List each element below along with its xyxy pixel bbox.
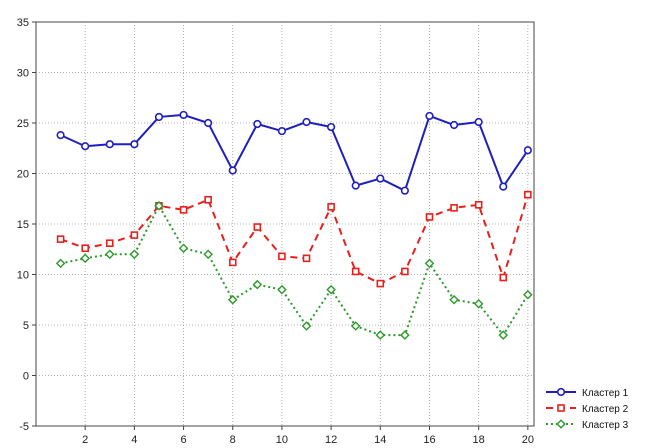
x-tick-label: 2	[82, 434, 88, 446]
data-point	[449, 120, 459, 130]
data-point	[450, 204, 458, 212]
data-point	[228, 166, 237, 175]
x-tick-label: 8	[230, 434, 236, 446]
data-point	[375, 330, 386, 340]
data-point	[253, 119, 262, 129]
legend: Кластер 1 Кластер 2 Кластер 3	[546, 387, 629, 431]
data-point	[301, 321, 312, 331]
data-point	[105, 239, 114, 247]
data-point	[473, 299, 484, 309]
data-point	[80, 253, 90, 264]
x-tick-label: 10	[276, 434, 288, 446]
data-point	[253, 223, 262, 231]
data-point	[401, 267, 409, 276]
data-point	[129, 249, 140, 260]
data-point	[499, 182, 508, 191]
x-tick-label: 18	[473, 434, 485, 446]
data-point	[154, 112, 164, 122]
data-point	[55, 258, 66, 269]
data-point	[474, 117, 483, 127]
data-point	[351, 181, 360, 190]
grid-lines	[36, 22, 534, 426]
data-point	[105, 140, 114, 149]
data-point	[178, 243, 189, 254]
x-tick-label: 14	[374, 434, 386, 446]
data-point	[523, 289, 533, 300]
data-point	[351, 267, 360, 276]
legend-item: Кластер 1	[546, 387, 629, 399]
data-point	[499, 273, 508, 282]
data-point	[523, 146, 532, 155]
data-point	[278, 252, 286, 261]
legend-item: Кластер 3	[546, 419, 629, 431]
y-tick-label: 15	[17, 219, 29, 231]
data-point	[56, 131, 65, 140]
data-point	[302, 117, 311, 127]
y-tick-label: 0	[23, 371, 29, 383]
data-point	[376, 174, 385, 183]
legend-marker	[557, 404, 565, 412]
data-point	[179, 206, 188, 214]
y-axis-ticks: -5 0 5 10 15 20 25 30 35	[17, 17, 36, 433]
data-point	[425, 213, 434, 221]
data-point	[524, 190, 532, 199]
data-point	[56, 235, 65, 243]
x-tick-label: 16	[423, 434, 435, 446]
y-tick-label: 25	[17, 118, 29, 130]
data-point	[327, 203, 335, 211]
data-point	[227, 294, 238, 305]
data-point	[228, 258, 237, 267]
data-point	[81, 142, 90, 151]
data-point	[104, 249, 115, 260]
series-cluster-2	[56, 190, 532, 288]
data-point	[130, 140, 139, 149]
y-tick-label: -5	[19, 421, 29, 433]
y-tick-label: 5	[23, 320, 29, 332]
data-point	[327, 122, 336, 132]
x-tick-label: 12	[325, 434, 337, 446]
legend-item: Кластер 2	[546, 404, 629, 415]
legend-marker	[556, 387, 566, 397]
series-line-cluster-3	[60, 204, 529, 337]
data-point	[376, 279, 385, 288]
series-group	[55, 110, 533, 340]
data-point	[204, 195, 212, 204]
data-point	[203, 249, 213, 260]
data-point	[252, 279, 263, 290]
data-point	[204, 118, 213, 128]
data-point	[350, 321, 361, 331]
x-axis-ticks: 2 4 6 8 10 12 14 16 18 20	[82, 426, 534, 446]
y-tick-label: 10	[17, 270, 29, 282]
data-point	[498, 330, 509, 340]
data-point	[326, 284, 336, 295]
data-point	[277, 126, 287, 136]
data-point	[474, 201, 483, 209]
series-cluster-3	[55, 201, 533, 340]
series-line-cluster-2	[60, 194, 529, 285]
x-tick-label: 20	[522, 434, 534, 446]
data-point	[277, 284, 287, 295]
data-point	[400, 330, 410, 340]
data-point	[130, 231, 139, 239]
data-point	[424, 258, 435, 269]
series-line-cluster-1	[60, 113, 529, 192]
data-point	[81, 244, 89, 253]
y-tick-label: 20	[17, 169, 29, 181]
data-point	[154, 201, 164, 211]
legend-marker	[556, 419, 566, 429]
y-tick-label: 35	[17, 17, 29, 29]
data-point	[179, 110, 188, 120]
legend-label: Кластер 2	[582, 404, 629, 415]
data-point	[302, 254, 311, 263]
x-tick-label: 6	[180, 434, 186, 446]
data-point	[449, 294, 459, 305]
x-tick-label: 4	[131, 434, 137, 446]
legend-label: Кластер 1	[582, 388, 629, 399]
series-cluster-1	[56, 110, 532, 195]
data-point	[400, 186, 409, 195]
legend-label: Кластер 3	[582, 420, 629, 431]
data-point	[425, 111, 434, 121]
y-tick-label: 30	[17, 68, 29, 80]
